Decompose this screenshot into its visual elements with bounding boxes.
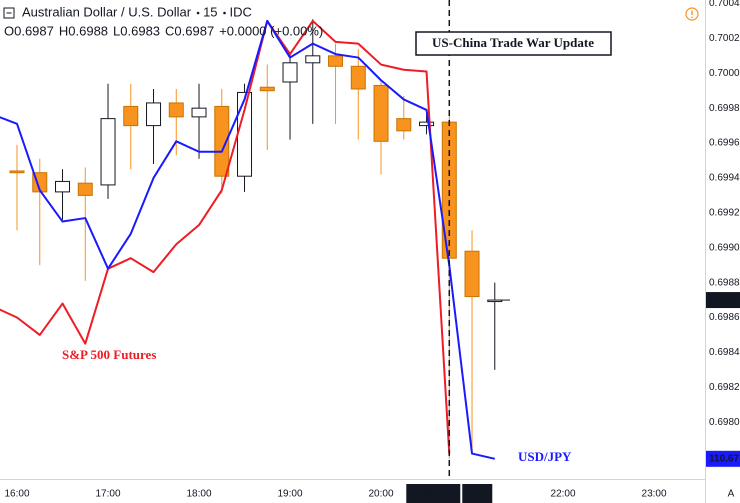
candle-body bbox=[282, 62, 298, 83]
legend-title: 15 bbox=[203, 4, 217, 19]
crosshair-time-box bbox=[462, 484, 493, 503]
candle-body bbox=[328, 55, 344, 67]
candle-body bbox=[259, 86, 275, 92]
ohlc-value: C0.6987 bbox=[165, 23, 214, 38]
y-tick-label: 0.7004 bbox=[709, 0, 740, 9]
plot-area bbox=[0, 19, 503, 460]
overlay-label: USD/JPY bbox=[518, 449, 572, 464]
candle-body bbox=[146, 102, 162, 127]
candle-body bbox=[487, 299, 503, 303]
warning-dot bbox=[691, 16, 693, 19]
candle-body bbox=[123, 105, 139, 127]
crosshair-time-label: 20:45 bbox=[464, 489, 490, 500]
y-tick-label: 0.6988 bbox=[709, 277, 740, 288]
y-tick-label: 0.6980 bbox=[709, 417, 740, 428]
y-tick-label: 0.6984 bbox=[709, 347, 740, 358]
x-tick-label: 20:00 bbox=[369, 489, 394, 500]
x-tick-label: 18:00 bbox=[187, 489, 212, 500]
x-tick-label: 16:00 bbox=[5, 489, 30, 500]
overlay-value-badge bbox=[706, 450, 740, 467]
candle-body bbox=[168, 102, 184, 118]
x-tick-label: 23:00 bbox=[642, 489, 667, 500]
x-tick-label: 17:00 bbox=[96, 489, 121, 500]
separator-dot bbox=[223, 11, 226, 15]
collapse-icon[interactable] bbox=[3, 7, 15, 19]
candle-body bbox=[100, 118, 116, 186]
candle-body bbox=[305, 55, 321, 64]
candle-body bbox=[214, 105, 230, 177]
overlay-value-label: 110.67 bbox=[709, 453, 739, 464]
y-tick-label: 0.6982 bbox=[709, 382, 740, 393]
y-tick-label: 0.7000 bbox=[709, 68, 740, 79]
overlay-line bbox=[0, 19, 451, 454]
last-price-badge bbox=[706, 292, 740, 309]
y-tick-label: 0.6992 bbox=[709, 207, 740, 218]
candle-body bbox=[77, 182, 93, 196]
last-price-label: 0.6987 bbox=[709, 295, 740, 306]
separator-dot bbox=[196, 11, 200, 15]
candle-body bbox=[419, 121, 435, 127]
candle-body bbox=[237, 91, 253, 177]
crosshair-date-label: 06 May '19 bbox=[408, 489, 458, 500]
candle-body bbox=[9, 170, 25, 174]
annotation-text: US-China Trade War Update bbox=[432, 35, 594, 50]
legend-title: IDC bbox=[230, 4, 252, 19]
legend-title: Australian Dollar / U.S. Dollar bbox=[22, 4, 192, 19]
change-value: +0.0000 (+0.00%) bbox=[219, 23, 323, 38]
candle-body bbox=[396, 118, 412, 132]
auto-scale-button[interactable]: A bbox=[728, 489, 735, 500]
y-tick-label: 0.6986 bbox=[709, 312, 740, 323]
candle-body bbox=[350, 65, 366, 90]
annotation-box bbox=[415, 31, 612, 56]
ohlc-value: L0.6983 bbox=[113, 23, 160, 38]
x-tick-label: 22:00 bbox=[551, 489, 576, 500]
warning-icon[interactable] bbox=[685, 7, 699, 21]
candle-body bbox=[55, 180, 71, 193]
candle-body bbox=[373, 84, 389, 142]
y-tick-label: 0.7002 bbox=[709, 33, 740, 44]
ohlc-value: H0.6988 bbox=[59, 23, 108, 38]
y-tick-label: 0.6994 bbox=[709, 173, 740, 184]
candle-body bbox=[191, 107, 207, 118]
ohlc-value: O0.6987 bbox=[4, 23, 54, 38]
overlay-label: S&P 500 Futures bbox=[62, 347, 156, 362]
annotation: US-China Trade War Update bbox=[415, 31, 612, 56]
candle-body bbox=[464, 250, 480, 298]
overlay-line bbox=[0, 19, 496, 460]
y-tick-label: 0.6998 bbox=[709, 103, 740, 114]
crosshair-date-box bbox=[406, 484, 461, 503]
legend-header: Australian Dollar / U.S. Dollar 15 IDC O0.6… bbox=[3, 4, 323, 38]
y-tick-label: 0.6990 bbox=[709, 242, 740, 253]
x-tick-label: 19:00 bbox=[278, 489, 303, 500]
y-tick-label: 0.6996 bbox=[709, 138, 740, 149]
warning-circle bbox=[685, 7, 699, 21]
